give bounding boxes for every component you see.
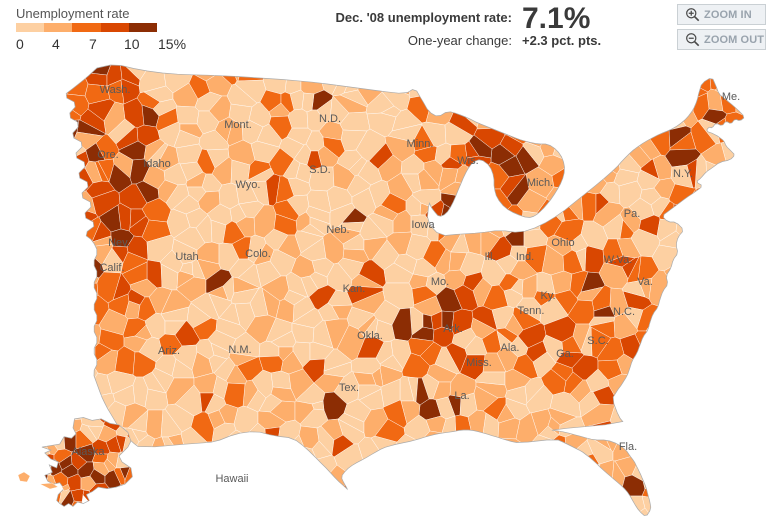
svg-text:W.Va.: W.Va. [604, 254, 633, 266]
svg-text:Kan.: Kan. [343, 283, 366, 295]
svg-text:Wyo.: Wyo. [236, 179, 261, 191]
svg-text:Utah: Utah [175, 251, 198, 263]
svg-text:Nev.: Nev. [108, 237, 130, 249]
svg-text:N.M.: N.M. [228, 344, 251, 356]
svg-text:N.Y.: N.Y. [673, 168, 693, 180]
svg-text:Wis.: Wis. [457, 155, 478, 167]
svg-text:Minn.: Minn. [407, 138, 434, 150]
svg-text:Miss.: Miss. [466, 357, 492, 369]
svg-text:Ala.: Ala. [501, 342, 520, 354]
svg-text:Iowa: Iowa [411, 219, 435, 231]
svg-text:Calif.: Calif. [99, 262, 124, 274]
svg-text:Okla.: Okla. [357, 330, 383, 342]
svg-text:Hawaii: Hawaii [215, 473, 248, 485]
svg-text:Ohio: Ohio [551, 237, 574, 249]
svg-text:Ill.: Ill. [485, 251, 496, 263]
svg-text:Ore.: Ore. [97, 149, 118, 161]
svg-text:Pa.: Pa. [624, 208, 641, 220]
svg-text:N.D.: N.D. [319, 113, 341, 125]
svg-text:Ind.: Ind. [516, 251, 534, 263]
svg-text:La.: La. [454, 390, 469, 402]
svg-text:Alaska: Alaska [71, 446, 105, 458]
svg-text:Fla.: Fla. [619, 441, 637, 453]
svg-text:N.C.: N.C. [613, 306, 635, 318]
svg-text:Ga.: Ga. [556, 348, 574, 360]
svg-text:Ariz.: Ariz. [158, 345, 180, 357]
svg-text:Tenn.: Tenn. [518, 305, 545, 317]
svg-text:Ky.: Ky. [540, 290, 555, 302]
svg-text:Tex.: Tex. [339, 382, 359, 394]
svg-text:Colo.: Colo. [245, 248, 271, 260]
svg-text:Wash.: Wash. [100, 84, 131, 96]
svg-text:Mo.: Mo. [431, 276, 449, 288]
svg-text:S.D.: S.D. [309, 164, 330, 176]
svg-text:Ark.: Ark. [443, 323, 463, 335]
svg-text:Me.: Me. [722, 91, 740, 103]
svg-text:Mich.: Mich. [527, 177, 553, 189]
svg-text:Neb.: Neb. [326, 224, 349, 236]
svg-text:S.C.: S.C. [587, 335, 608, 347]
svg-text:Idaho: Idaho [143, 158, 171, 170]
svg-text:Mont.: Mont. [224, 119, 252, 131]
svg-text:Va.: Va. [637, 276, 653, 288]
